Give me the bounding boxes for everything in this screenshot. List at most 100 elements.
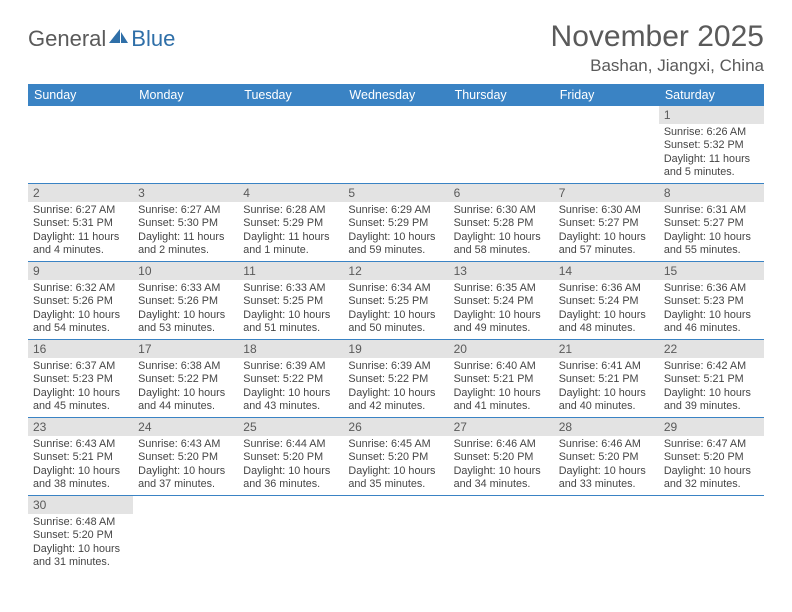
day-details: Sunrise: 6:28 AMSunset: 5:29 PMDaylight:… — [238, 202, 343, 261]
day-number: 7 — [554, 184, 659, 202]
calendar-cell — [238, 106, 343, 183]
calendar-cell: 9Sunrise: 6:32 AMSunset: 5:26 PMDaylight… — [28, 261, 133, 339]
day-details: Sunrise: 6:33 AMSunset: 5:25 PMDaylight:… — [238, 280, 343, 339]
day-details: Sunrise: 6:46 AMSunset: 5:20 PMDaylight:… — [554, 436, 659, 495]
calendar-cell: 14Sunrise: 6:36 AMSunset: 5:24 PMDayligh… — [554, 261, 659, 339]
calendar-cell — [554, 106, 659, 183]
calendar-cell: 30Sunrise: 6:48 AMSunset: 5:20 PMDayligh… — [28, 495, 133, 572]
day-number: 20 — [449, 340, 554, 358]
calendar-cell — [343, 106, 448, 183]
calendar-cell: 24Sunrise: 6:43 AMSunset: 5:20 PMDayligh… — [133, 417, 238, 495]
day-details: Sunrise: 6:32 AMSunset: 5:26 PMDaylight:… — [28, 280, 133, 339]
day-details: Sunrise: 6:39 AMSunset: 5:22 PMDaylight:… — [238, 358, 343, 417]
calendar-cell — [133, 106, 238, 183]
calendar-week: 23Sunrise: 6:43 AMSunset: 5:21 PMDayligh… — [28, 417, 764, 495]
calendar-cell: 5Sunrise: 6:29 AMSunset: 5:29 PMDaylight… — [343, 183, 448, 261]
day-number: 13 — [449, 262, 554, 280]
calendar-cell: 11Sunrise: 6:33 AMSunset: 5:25 PMDayligh… — [238, 261, 343, 339]
day-details: Sunrise: 6:36 AMSunset: 5:24 PMDaylight:… — [554, 280, 659, 339]
calendar-cell: 28Sunrise: 6:46 AMSunset: 5:20 PMDayligh… — [554, 417, 659, 495]
day-number: 25 — [238, 418, 343, 436]
day-details: Sunrise: 6:41 AMSunset: 5:21 PMDaylight:… — [554, 358, 659, 417]
calendar-cell: 21Sunrise: 6:41 AMSunset: 5:21 PMDayligh… — [554, 339, 659, 417]
day-number: 27 — [449, 418, 554, 436]
day-details: Sunrise: 6:38 AMSunset: 5:22 PMDaylight:… — [133, 358, 238, 417]
day-number: 3 — [133, 184, 238, 202]
calendar-cell: 26Sunrise: 6:45 AMSunset: 5:20 PMDayligh… — [343, 417, 448, 495]
calendar-cell: 4Sunrise: 6:28 AMSunset: 5:29 PMDaylight… — [238, 183, 343, 261]
calendar-cell: 23Sunrise: 6:43 AMSunset: 5:21 PMDayligh… — [28, 417, 133, 495]
day-details: Sunrise: 6:35 AMSunset: 5:24 PMDaylight:… — [449, 280, 554, 339]
calendar-cell: 7Sunrise: 6:30 AMSunset: 5:27 PMDaylight… — [554, 183, 659, 261]
day-number: 14 — [554, 262, 659, 280]
day-details: Sunrise: 6:31 AMSunset: 5:27 PMDaylight:… — [659, 202, 764, 261]
day-number: 4 — [238, 184, 343, 202]
day-number: 2 — [28, 184, 133, 202]
calendar-week: 2Sunrise: 6:27 AMSunset: 5:31 PMDaylight… — [28, 183, 764, 261]
day-number: 22 — [659, 340, 764, 358]
day-number: 11 — [238, 262, 343, 280]
day-details: Sunrise: 6:27 AMSunset: 5:31 PMDaylight:… — [28, 202, 133, 261]
weekday-header-row: SundayMondayTuesdayWednesdayThursdayFrid… — [28, 84, 764, 106]
header: General Blue November 2025 Bashan, Jiang… — [28, 20, 764, 76]
calendar-cell: 27Sunrise: 6:46 AMSunset: 5:20 PMDayligh… — [449, 417, 554, 495]
calendar-cell: 12Sunrise: 6:34 AMSunset: 5:25 PMDayligh… — [343, 261, 448, 339]
calendar-table: SundayMondayTuesdayWednesdayThursdayFrid… — [28, 84, 764, 573]
day-details: Sunrise: 6:27 AMSunset: 5:30 PMDaylight:… — [133, 202, 238, 261]
calendar-cell: 8Sunrise: 6:31 AMSunset: 5:27 PMDaylight… — [659, 183, 764, 261]
day-number: 6 — [449, 184, 554, 202]
calendar-cell: 1Sunrise: 6:26 AMSunset: 5:32 PMDaylight… — [659, 106, 764, 183]
logo-text-general: General — [28, 26, 106, 52]
day-number: 12 — [343, 262, 448, 280]
logo: General Blue — [28, 20, 175, 52]
day-number: 29 — [659, 418, 764, 436]
calendar-cell: 15Sunrise: 6:36 AMSunset: 5:23 PMDayligh… — [659, 261, 764, 339]
day-details: Sunrise: 6:26 AMSunset: 5:32 PMDaylight:… — [659, 124, 764, 183]
calendar-cell — [449, 106, 554, 183]
day-number: 19 — [343, 340, 448, 358]
day-number: 30 — [28, 496, 133, 514]
calendar-cell: 18Sunrise: 6:39 AMSunset: 5:22 PMDayligh… — [238, 339, 343, 417]
day-number: 21 — [554, 340, 659, 358]
day-details: Sunrise: 6:42 AMSunset: 5:21 PMDaylight:… — [659, 358, 764, 417]
day-number: 10 — [133, 262, 238, 280]
day-details: Sunrise: 6:46 AMSunset: 5:20 PMDaylight:… — [449, 436, 554, 495]
day-number: 18 — [238, 340, 343, 358]
day-number: 5 — [343, 184, 448, 202]
calendar-cell — [133, 495, 238, 572]
calendar-cell — [238, 495, 343, 572]
calendar-week: 9Sunrise: 6:32 AMSunset: 5:26 PMDaylight… — [28, 261, 764, 339]
calendar-cell: 25Sunrise: 6:44 AMSunset: 5:20 PMDayligh… — [238, 417, 343, 495]
day-details: Sunrise: 6:43 AMSunset: 5:21 PMDaylight:… — [28, 436, 133, 495]
weekday-header: Wednesday — [343, 84, 448, 106]
day-details: Sunrise: 6:29 AMSunset: 5:29 PMDaylight:… — [343, 202, 448, 261]
day-details: Sunrise: 6:47 AMSunset: 5:20 PMDaylight:… — [659, 436, 764, 495]
calendar-cell: 10Sunrise: 6:33 AMSunset: 5:26 PMDayligh… — [133, 261, 238, 339]
calendar-cell: 16Sunrise: 6:37 AMSunset: 5:23 PMDayligh… — [28, 339, 133, 417]
day-details: Sunrise: 6:43 AMSunset: 5:20 PMDaylight:… — [133, 436, 238, 495]
day-details: Sunrise: 6:30 AMSunset: 5:28 PMDaylight:… — [449, 202, 554, 261]
weekday-header: Sunday — [28, 84, 133, 106]
day-number: 24 — [133, 418, 238, 436]
calendar-week: 1Sunrise: 6:26 AMSunset: 5:32 PMDaylight… — [28, 106, 764, 183]
calendar-cell — [343, 495, 448, 572]
calendar-cell: 17Sunrise: 6:38 AMSunset: 5:22 PMDayligh… — [133, 339, 238, 417]
day-number: 23 — [28, 418, 133, 436]
calendar-body: 1Sunrise: 6:26 AMSunset: 5:32 PMDaylight… — [28, 106, 764, 573]
calendar-cell: 13Sunrise: 6:35 AMSunset: 5:24 PMDayligh… — [449, 261, 554, 339]
day-details: Sunrise: 6:34 AMSunset: 5:25 PMDaylight:… — [343, 280, 448, 339]
day-number: 16 — [28, 340, 133, 358]
sail-icon — [108, 26, 130, 52]
day-number: 8 — [659, 184, 764, 202]
title-block: November 2025 Bashan, Jiangxi, China — [551, 20, 764, 76]
calendar-cell: 29Sunrise: 6:47 AMSunset: 5:20 PMDayligh… — [659, 417, 764, 495]
calendar-cell: 3Sunrise: 6:27 AMSunset: 5:30 PMDaylight… — [133, 183, 238, 261]
calendar-cell — [659, 495, 764, 572]
weekday-header: Saturday — [659, 84, 764, 106]
day-details: Sunrise: 6:39 AMSunset: 5:22 PMDaylight:… — [343, 358, 448, 417]
weekday-header: Monday — [133, 84, 238, 106]
logo-text-blue: Blue — [131, 26, 175, 52]
day-number: 26 — [343, 418, 448, 436]
day-details: Sunrise: 6:45 AMSunset: 5:20 PMDaylight:… — [343, 436, 448, 495]
calendar-cell: 22Sunrise: 6:42 AMSunset: 5:21 PMDayligh… — [659, 339, 764, 417]
